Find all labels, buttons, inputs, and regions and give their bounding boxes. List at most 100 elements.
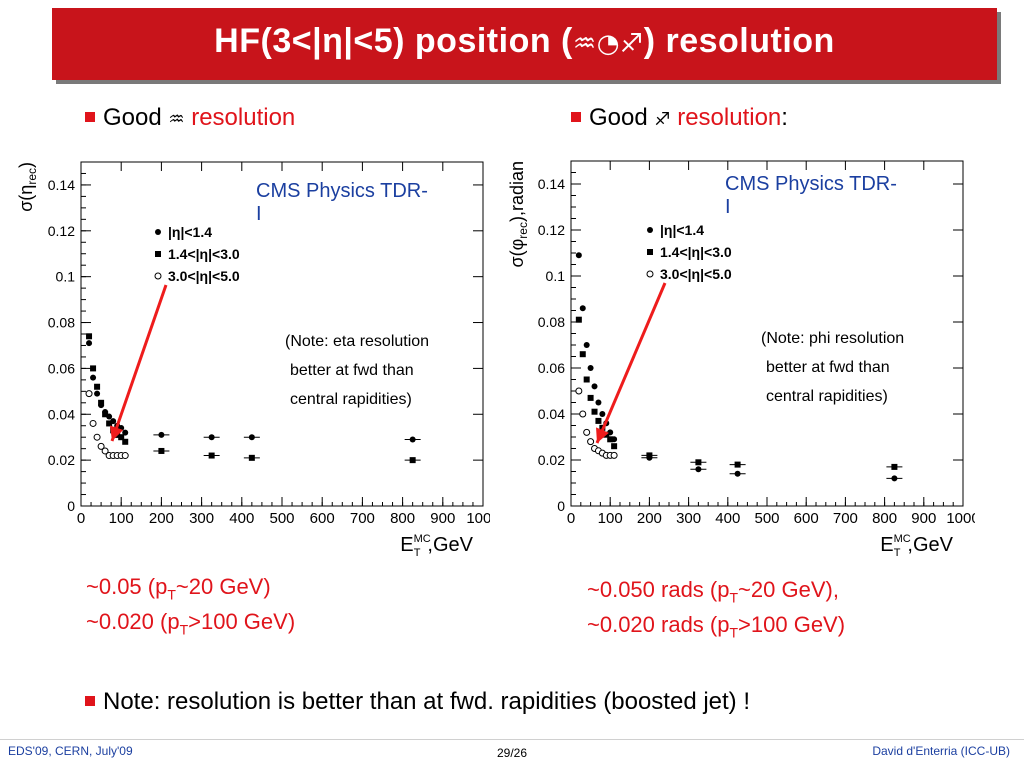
- page-number: 29/26: [496, 746, 528, 760]
- data-point-circle: [591, 383, 598, 390]
- data-point-open-circle: [583, 428, 591, 436]
- data-point-open-circle: [89, 419, 97, 427]
- bullet-left: Good ♒ resolution: [85, 104, 295, 132]
- bullet-left-red: resolution: [191, 104, 296, 131]
- data-point-square: [607, 436, 614, 443]
- x-tick-label: 100: [598, 510, 623, 527]
- x-tick-label: 200: [637, 510, 662, 527]
- data-point-square: [118, 434, 125, 441]
- note-line: better at fwd than: [766, 359, 890, 376]
- x-tick-label: 700: [833, 510, 858, 527]
- legend-marker-circle: [155, 229, 161, 235]
- data-point-open-circle: [121, 452, 129, 460]
- page-title: HF(3<|η|<5) position (♒◔♐) resolution: [52, 22, 997, 61]
- data-point-square: [734, 461, 741, 468]
- footer-divider: [0, 739, 1024, 740]
- footer-left: EDS'09, CERN, July'09: [8, 744, 133, 758]
- data-point-square: [695, 459, 702, 466]
- legend-label: 1.4<|η|<3.0: [660, 244, 732, 260]
- y-tick-label: 0.04: [538, 406, 565, 422]
- data-point-square: [591, 408, 598, 415]
- x-tick-label: 900: [911, 510, 936, 527]
- x-tick-label: 100: [109, 510, 134, 527]
- phi-result-line1-sub: T: [729, 589, 739, 606]
- eta-result-line2-end: >100 GeV): [188, 609, 296, 635]
- data-point-open-circle: [579, 410, 587, 418]
- red-arrow-shaft: [110, 284, 168, 442]
- data-point-circle: [891, 475, 898, 482]
- legend-label: |η|<1.4: [168, 224, 212, 240]
- data-point-circle: [158, 431, 165, 438]
- data-point-square: [646, 452, 653, 459]
- title-rest: position (: [404, 22, 573, 60]
- x-tick-label: 400: [715, 510, 740, 527]
- phi-result-line2-end: >100 GeV): [738, 612, 846, 638]
- y-tick-label: 0.14: [538, 176, 565, 192]
- eta-result-line2-sub: T: [179, 621, 189, 638]
- red-arrow-shaft: [595, 282, 667, 444]
- data-point-circle: [595, 399, 602, 406]
- legend-marker-open-circle: [646, 270, 654, 278]
- legend-marker-square: [647, 249, 653, 255]
- title-bar: HF(3<|η|<5) position (♒◔♐) resolution: [52, 8, 997, 80]
- x-tick-label: 400: [229, 510, 254, 527]
- eta-symbol-icon: ♒: [168, 109, 185, 130]
- data-point-circle: [86, 340, 93, 347]
- data-point-square: [611, 443, 618, 450]
- x-axis-label: EMC T ,GeV: [400, 533, 473, 559]
- red-arrowhead: [109, 425, 124, 441]
- data-point-square: [575, 316, 582, 323]
- cms-annotation-line1: CMS Physics TDR-: [256, 180, 428, 202]
- data-point-open-circle: [97, 442, 105, 450]
- data-point-square: [158, 447, 165, 454]
- data-point-square: [86, 333, 93, 340]
- legend-marker-circle: [647, 227, 653, 233]
- cms-annotation-line2: I: [725, 196, 731, 218]
- data-point-square: [122, 438, 129, 445]
- eta-result: ~0.05 (pT~20 GeV) ~0.020 (pT>100 GeV): [86, 573, 295, 644]
- data-point-circle: [583, 342, 590, 348]
- y-tick-label: 0.06: [538, 360, 565, 376]
- data-point-circle: [122, 429, 129, 436]
- bullet-right-red: resolution: [677, 104, 782, 131]
- bullet-left-word: Good: [103, 104, 162, 131]
- x-tick-label: 500: [269, 510, 294, 527]
- footer-right: David d'Enterria (ICC-UB): [872, 744, 1010, 758]
- eta-result-line2: ~0.020 (p: [86, 609, 180, 635]
- data-point-square: [248, 454, 255, 461]
- data-point-square: [595, 417, 602, 424]
- data-point-circle: [695, 466, 702, 473]
- data-point-open-circle: [610, 451, 618, 459]
- data-point-open-circle: [93, 433, 101, 441]
- data-point-open-circle: [575, 387, 583, 395]
- y-axis-label: σ(ηrec): [16, 162, 39, 212]
- cms-annotation-line2: I: [256, 203, 262, 225]
- phi-result-line1-end: ~20 GeV),: [738, 577, 839, 602]
- eta-result-line1: ~0.05 (p: [86, 574, 168, 599]
- y-tick-label: 0.02: [48, 452, 75, 468]
- red-arrowhead: [596, 427, 609, 443]
- phi-result-line2-sub: T: [729, 624, 739, 641]
- x-tick-label: 600: [794, 510, 819, 527]
- data-point-circle: [248, 434, 255, 441]
- title-symbols: ♒◔♐: [572, 29, 644, 59]
- title-prefix: HF: [214, 22, 261, 60]
- data-point-circle: [734, 470, 741, 477]
- legend-label: |η|<1.4: [660, 222, 704, 238]
- data-point-square: [102, 411, 109, 418]
- x-tick-label: 500: [754, 510, 779, 527]
- legend-marker-open-circle: [154, 272, 162, 280]
- x-tick-label: 600: [310, 510, 335, 527]
- data-point-square: [208, 452, 215, 459]
- x-tick-label: 800: [390, 510, 415, 527]
- data-point-circle: [90, 374, 97, 381]
- eta-result-line1-end: ~20 GeV): [175, 574, 271, 599]
- phi-symbol-icon: ♐: [654, 109, 671, 130]
- y-axis-label: σ(φrec),radian: [507, 161, 530, 267]
- data-point-square: [90, 365, 97, 372]
- data-point-square: [587, 394, 594, 401]
- x-tick-label: 0: [77, 510, 85, 527]
- data-point-circle: [409, 436, 416, 443]
- y-tick-label: 0.12: [48, 223, 75, 239]
